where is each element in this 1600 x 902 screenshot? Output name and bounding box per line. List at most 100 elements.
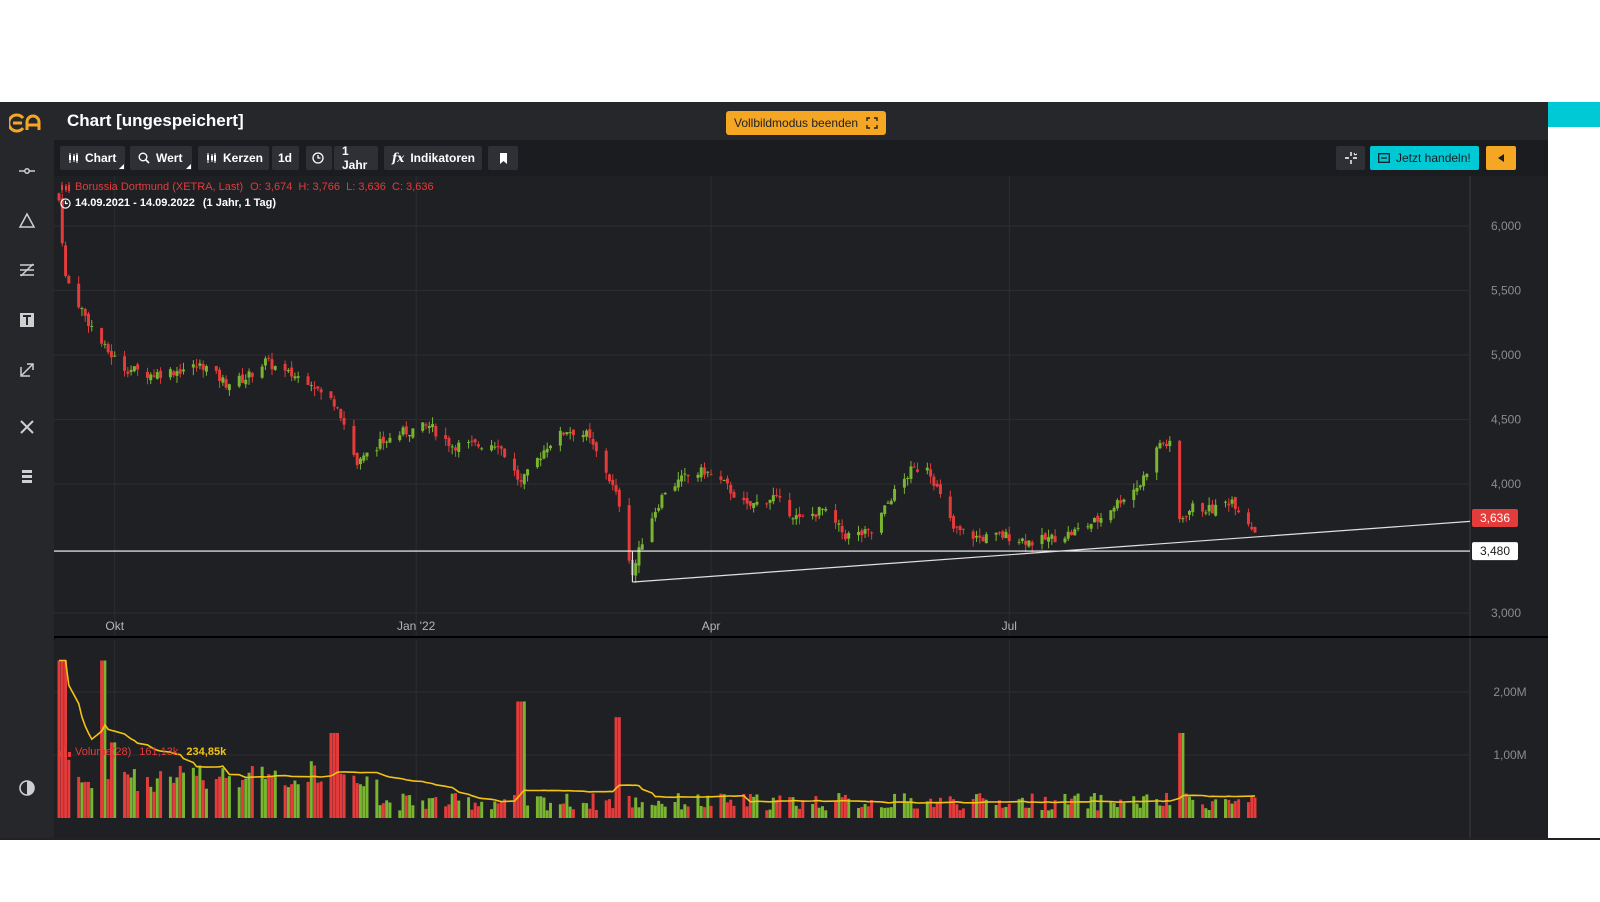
volume-bar: [1227, 799, 1231, 818]
value-search-button[interactable]: Wert: [130, 146, 192, 170]
volume-bar: [152, 791, 156, 818]
volume-bar: [742, 793, 746, 818]
logo-icon[interactable]: [9, 112, 45, 134]
candle-body: [870, 532, 874, 534]
volume-bar: [1024, 807, 1028, 818]
candle-body: [978, 535, 982, 538]
volume-bar: [932, 807, 936, 818]
candle-body: [748, 501, 752, 506]
volume-bar: [860, 806, 864, 818]
volume-bar: [467, 797, 471, 818]
candle-body: [847, 533, 851, 539]
candle-body: [155, 372, 159, 379]
volume-bar: [732, 805, 736, 818]
exit-fullscreen-button[interactable]: Vollbildmodus beenden: [726, 111, 887, 135]
candle-body: [490, 445, 494, 451]
collapse-panel-button[interactable]: [1486, 146, 1516, 170]
candle-body: [1207, 505, 1211, 512]
candle-body: [67, 276, 71, 284]
candle-body: [725, 478, 729, 484]
layers-icon[interactable]: [13, 462, 41, 490]
candle-body: [1132, 489, 1136, 501]
tools-icon[interactable]: [13, 413, 41, 441]
volume-bar: [1007, 803, 1011, 818]
candle-body: [1224, 501, 1227, 503]
volume-bar: [453, 793, 457, 818]
candle-body: [476, 444, 480, 447]
text-icon[interactable]: [13, 306, 41, 334]
fibonacci-icon[interactable]: [13, 256, 41, 284]
trade-now-button[interactable]: Jetzt handeln!: [1370, 146, 1479, 170]
candle-body: [614, 485, 618, 492]
candle-body: [159, 370, 163, 378]
volume-bar: [791, 797, 795, 818]
candle-body: [650, 518, 654, 542]
candle-body: [365, 452, 369, 457]
crosshair-line-icon[interactable]: [13, 157, 41, 185]
candle-body: [653, 511, 657, 518]
volume-bar: [247, 772, 251, 818]
chart-canvas[interactable]: 6,000 5,500 5,000 4,500 4,000 3,000 Okt Jan '22…: [54, 176, 1548, 838]
contrast-icon[interactable]: [13, 774, 41, 802]
triangle-icon[interactable]: [13, 207, 41, 235]
candle-body: [168, 369, 172, 378]
candle-body: [961, 528, 965, 530]
chart-type-button[interactable]: Chart: [60, 146, 125, 170]
candle-body: [1204, 512, 1208, 514]
time-range-label: 1 Jahr: [342, 144, 368, 172]
volume-bar: [145, 777, 149, 818]
volume-bar: [237, 787, 241, 818]
volume-bar: [227, 776, 231, 818]
interval-button[interactable]: 1d: [272, 146, 299, 170]
candles-style-button[interactable]: Kerzen: [198, 146, 269, 170]
volume-bar: [614, 717, 618, 818]
candle-body: [545, 448, 549, 453]
candle-body: [526, 469, 530, 476]
candle-body: [1246, 512, 1250, 525]
volume-bar: [1142, 796, 1146, 818]
candle-body: [1115, 500, 1119, 509]
volume-bar: [801, 800, 805, 818]
volume-bar: [444, 806, 448, 818]
volume-bar: [332, 732, 336, 818]
candle-body: [1040, 535, 1044, 545]
y-tick-label: 4,000: [1491, 477, 1521, 491]
candle-body: [499, 446, 503, 449]
candle-body: [175, 371, 179, 376]
candle-body: [221, 377, 225, 383]
volume-bar: [1040, 809, 1044, 818]
range-description: (1 Jahr, 1 Tag): [202, 197, 277, 209]
volume-bar: [902, 793, 906, 818]
magic-settings-button[interactable]: [1336, 146, 1365, 170]
candle-body: [480, 448, 484, 450]
candle-body: [981, 536, 985, 542]
volume-bar: [1053, 800, 1057, 818]
volume-tick-label: 1,00M: [1493, 748, 1526, 762]
volume-bar: [637, 807, 641, 818]
x-tick-label: Apr: [702, 619, 721, 633]
volume-bar: [218, 776, 222, 818]
chart-area[interactable]: 6,000 5,500 5,000 4,500 4,000 3,000 Okt Jan '22…: [54, 176, 1548, 838]
candle-body: [182, 369, 185, 372]
indicators-button[interactable]: fx Indikatoren: [384, 146, 482, 170]
volume-bar: [499, 801, 503, 818]
bookmark-button[interactable]: [488, 146, 518, 170]
arrow-draw-icon[interactable]: [13, 356, 41, 384]
volume-bar: [683, 804, 687, 818]
volume-bar: [286, 787, 290, 818]
candle-body: [696, 474, 700, 478]
volume-bar: [1253, 797, 1257, 818]
candle-body: [837, 523, 841, 525]
candle-body: [608, 474, 611, 482]
candle-body: [1227, 503, 1231, 506]
volume-bar: [794, 805, 798, 818]
time-range-clock-button[interactable]: [306, 146, 332, 170]
volume-bar: [155, 778, 159, 818]
volume-bar: [1145, 794, 1149, 818]
x-tick-label: Jul: [1002, 619, 1017, 633]
volume-bar: [526, 805, 530, 818]
volume-bar: [958, 810, 962, 818]
candle-body: [83, 308, 87, 316]
time-range-button[interactable]: 1 Jahr: [334, 144, 378, 172]
volume-bar: [883, 807, 887, 818]
